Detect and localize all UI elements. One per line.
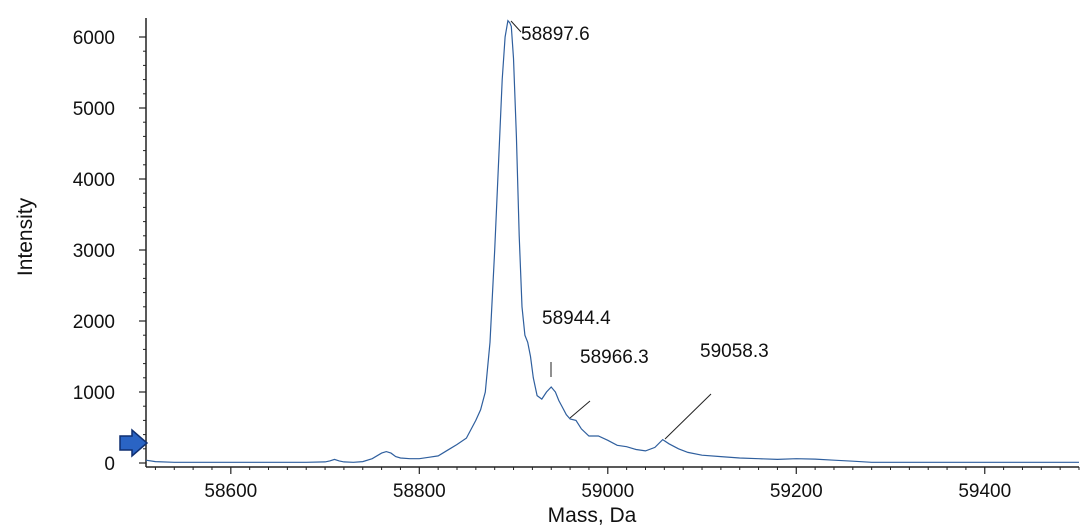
x-tick-label: 59200 (770, 481, 823, 502)
x-tick-label: 59400 (958, 481, 1011, 502)
y-tick-label: 5000 (73, 99, 115, 120)
x-axis-title: Mass, Da (548, 504, 637, 527)
peak-annotations: 58897.6 58944.4 58966.3 59058.3 (510, 20, 769, 440)
spectrum-line (145, 19, 1079, 463)
peak-label: 59058.3 (700, 341, 769, 362)
y-ticks: 0 1000 2000 3000 4000 5000 6000 (73, 28, 146, 475)
y-tick-label: 1000 (73, 383, 115, 404)
peak-label: 58966.3 (580, 347, 649, 368)
y-axis-title: Intensity (14, 197, 37, 276)
y-tick-label: 0 (104, 454, 115, 475)
x-tick-label: 59000 (581, 481, 634, 502)
x-ticks: 58600 58800 59000 59200 59400 (154, 467, 1080, 502)
baseline-arrow-icon[interactable] (119, 428, 149, 458)
y-tick-label: 3000 (73, 241, 115, 262)
y-tick-label: 4000 (73, 170, 115, 191)
y-tick-label: 2000 (73, 312, 115, 333)
peak-leader-line (569, 400, 591, 419)
y-tick-label: 6000 (73, 28, 115, 49)
peak-label: 58944.4 (542, 308, 611, 329)
x-tick-label: 58600 (204, 481, 257, 502)
plot-area: 0 1000 2000 3000 4000 5000 6000 58600 58800 5900… (73, 18, 1080, 502)
peak-label: 58897.6 (521, 24, 590, 45)
x-tick-label: 58800 (393, 481, 446, 502)
peak-leader-line (510, 20, 522, 33)
peak-leader-line (664, 393, 712, 440)
